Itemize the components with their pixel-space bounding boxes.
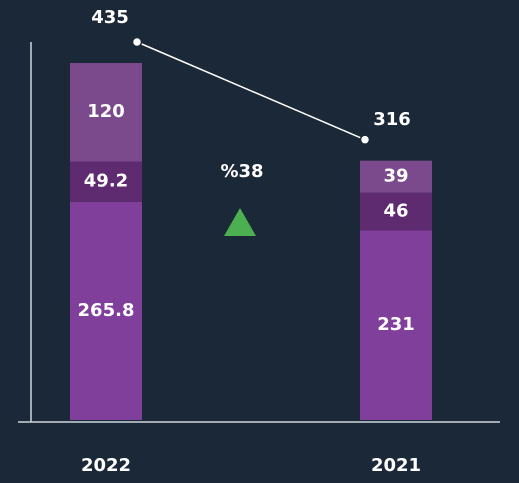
data-label: 120 (87, 101, 125, 122)
bar-segment (360, 230, 432, 420)
total-line (136, 41, 366, 141)
data-label: 49.2 (84, 171, 128, 192)
total-dot (359, 134, 371, 145)
data-label: 265.8 (78, 300, 135, 321)
bar-segment (70, 201, 142, 420)
up-arrow (224, 208, 256, 236)
x-tick-label: 2021 (371, 455, 421, 476)
annotation: %38 (220, 161, 263, 182)
data-label: 231 (377, 314, 415, 335)
data-label: 39 (383, 166, 408, 187)
bar-segment (360, 192, 432, 231)
total-dot (131, 36, 143, 48)
total-label: 316 (373, 109, 411, 130)
x-tick-label: 2022 (81, 455, 131, 476)
bar-segment (70, 63, 142, 162)
data-label: 46 (383, 201, 408, 222)
total-label: 435 (91, 7, 129, 28)
bar-segment (70, 161, 142, 202)
bar-segment (360, 160, 432, 193)
